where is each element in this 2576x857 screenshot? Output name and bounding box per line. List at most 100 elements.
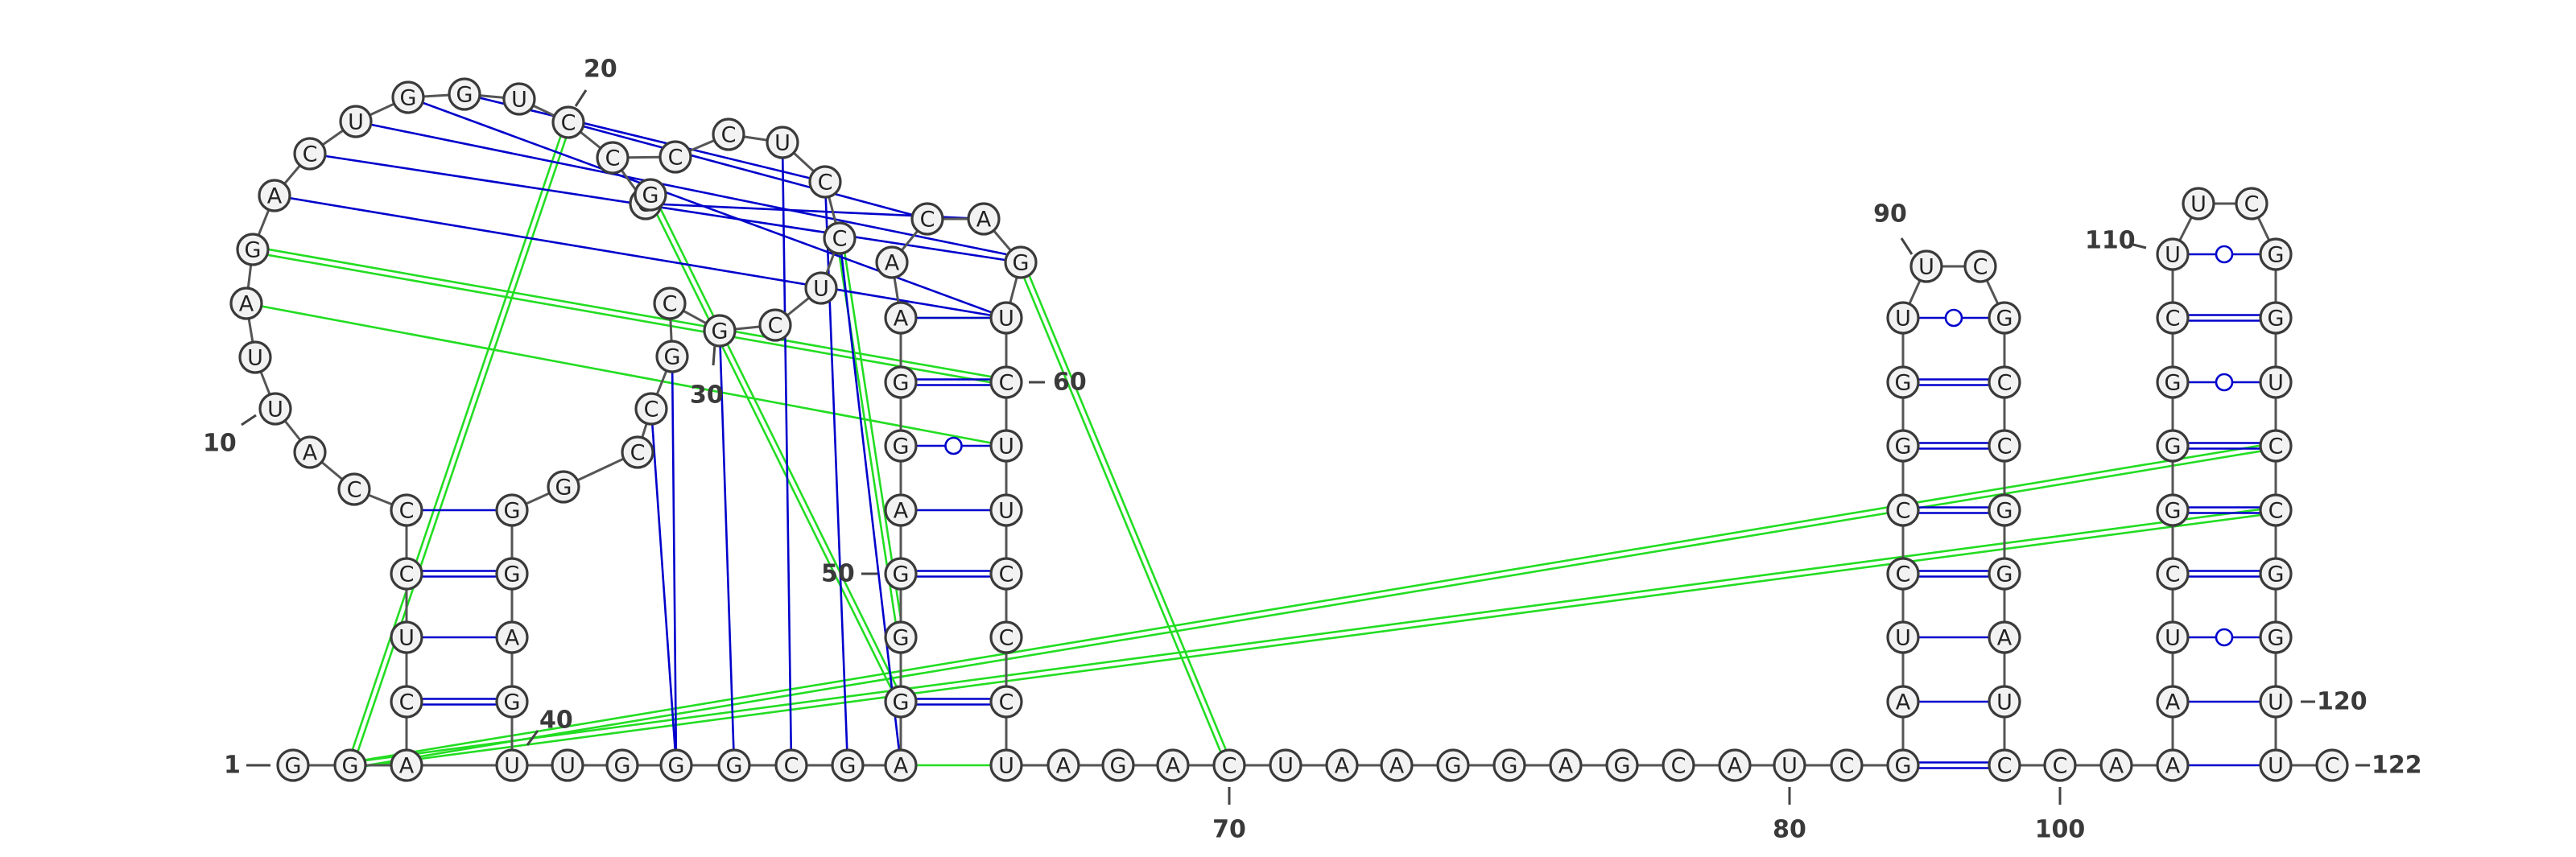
label-position-70: 70 xyxy=(1212,816,1246,844)
nucleotide-circle xyxy=(1549,748,1583,782)
nucleotide-letter: A xyxy=(2165,690,2181,715)
nucleotide-circle xyxy=(390,748,423,782)
tick-90 xyxy=(1900,237,1913,255)
nucleotide: U xyxy=(989,748,1023,782)
nucleotide-circle xyxy=(1662,748,1695,782)
nucleotide-circle xyxy=(1605,748,1639,782)
au-pair-line xyxy=(568,121,928,220)
nucleotide-circle xyxy=(229,286,263,320)
tick-10 xyxy=(241,414,257,426)
nucleotide-letter: U xyxy=(998,307,1014,332)
nucleotide-circle xyxy=(1988,365,2021,399)
nucleotide-letter: U xyxy=(998,754,1014,779)
nucleotide-letter: G xyxy=(245,238,262,263)
nucleotide-circle xyxy=(808,165,842,199)
nucleotide-letter: C xyxy=(1997,435,2013,459)
nucleotide-circle xyxy=(1886,620,1920,654)
nucleotide: A xyxy=(1549,748,1583,782)
nucleotide-letter: G xyxy=(840,754,857,779)
nucleotide: G xyxy=(1101,748,1135,782)
nucleotide-circle xyxy=(1325,748,1359,782)
nucleotide-letter: C xyxy=(999,626,1014,651)
nucleotide-letter: U xyxy=(1781,754,1798,779)
nucleotide: C xyxy=(390,557,423,591)
nucleotide-letter: G xyxy=(893,690,910,715)
nucleotide: G xyxy=(703,314,737,348)
nucleotide: C xyxy=(989,557,1023,591)
nucleotide-letter: A xyxy=(894,754,909,779)
nucleotide-circle xyxy=(2156,365,2190,399)
nucleotide-letter: C xyxy=(1839,754,1855,779)
nucleotide-letter: C xyxy=(663,292,678,317)
nucleotide-letter: C xyxy=(399,562,415,587)
nucleotide-circle xyxy=(658,140,692,174)
nucleotide: A xyxy=(258,179,291,212)
nucleotide: U xyxy=(804,271,838,305)
nucleotide: G xyxy=(2259,620,2293,654)
nucleotide: G xyxy=(547,470,580,504)
nucleotide-letter: U xyxy=(2268,754,2284,779)
nucleotide: G xyxy=(884,620,918,654)
nucleotide-letter: C xyxy=(768,314,783,339)
nucleotide-circle xyxy=(712,117,745,151)
nucleotide: G xyxy=(1605,748,1639,782)
nucleotide: U xyxy=(258,392,292,426)
nucleotide-circle xyxy=(390,493,423,527)
pseudoknot-pair-line xyxy=(350,447,2277,769)
nucleotide: G xyxy=(1988,301,2021,335)
nucleotide-circle xyxy=(804,271,838,305)
nucleotide-circle xyxy=(766,126,799,159)
nucleotide-letter: C xyxy=(999,562,1014,587)
nucleotide-letter: A xyxy=(267,184,283,209)
nucleotide: U xyxy=(989,301,1023,335)
nucleotide-letter: G xyxy=(1110,754,1127,779)
nucleotide-letter: C xyxy=(1973,255,1988,280)
nucleotide-letter: A xyxy=(2109,754,2124,779)
nucleotide-letter: G xyxy=(285,754,302,779)
nucleotide: G xyxy=(236,233,270,266)
nucleotide-circle xyxy=(495,557,529,591)
nucleotide-circle xyxy=(621,435,654,469)
nucleotide-circle xyxy=(1963,249,1997,283)
base-pair-layer xyxy=(246,93,2277,769)
nucleotide-letter: A xyxy=(505,626,520,651)
nucleotide-letter: C xyxy=(2165,307,2181,332)
nucleotide-letter: G xyxy=(1895,371,1912,396)
nucleotide-letter: G xyxy=(2268,243,2285,268)
nucleotide-letter: G xyxy=(1501,754,1518,779)
nucleotide-circle xyxy=(910,202,944,236)
nucleotide: C xyxy=(2235,187,2268,220)
nucleotide-circle xyxy=(1436,748,1470,782)
nucleotide: G xyxy=(495,557,529,591)
nucleotide-letter: C xyxy=(721,123,737,148)
nucleotide: C xyxy=(989,365,1023,399)
nucleotide-letter: U xyxy=(998,499,1014,524)
nucleotide-circle xyxy=(1718,748,1752,782)
nucleotide: C xyxy=(989,620,1023,654)
nucleotide: U xyxy=(2259,685,2293,719)
nucleotide: C xyxy=(2156,557,2190,591)
nucleotide-circle xyxy=(551,105,585,139)
nucleotide-circle xyxy=(390,685,423,719)
nucleotide-letter: C xyxy=(999,371,1014,396)
nucleotide: G xyxy=(2259,557,2293,591)
label-position-110: 110 xyxy=(2085,227,2136,255)
nucleotide-letter: U xyxy=(1278,754,1294,779)
nucleotide: G xyxy=(2156,493,2190,527)
nucleotide-circle xyxy=(258,179,291,212)
nucleotide: G xyxy=(495,685,529,719)
nucleotide: C xyxy=(1988,429,2021,463)
nucleotide-letter: C xyxy=(2268,435,2284,459)
nucleotide-circle xyxy=(2156,748,2190,782)
nucleotide-circle xyxy=(653,286,687,320)
nucleotide: G xyxy=(1886,748,1920,782)
label-position-20: 20 xyxy=(584,56,617,84)
nucleotide-letter: G xyxy=(642,183,659,208)
nucleotide-circle xyxy=(1988,301,2021,335)
nucleotide: C xyxy=(653,286,687,320)
nucleotide: U xyxy=(551,748,584,782)
nucleotide-circle xyxy=(2259,301,2293,335)
nucleotide-circle xyxy=(276,748,310,782)
nucleotide: C xyxy=(2156,301,2190,335)
nucleotide-circle xyxy=(1212,748,1246,782)
